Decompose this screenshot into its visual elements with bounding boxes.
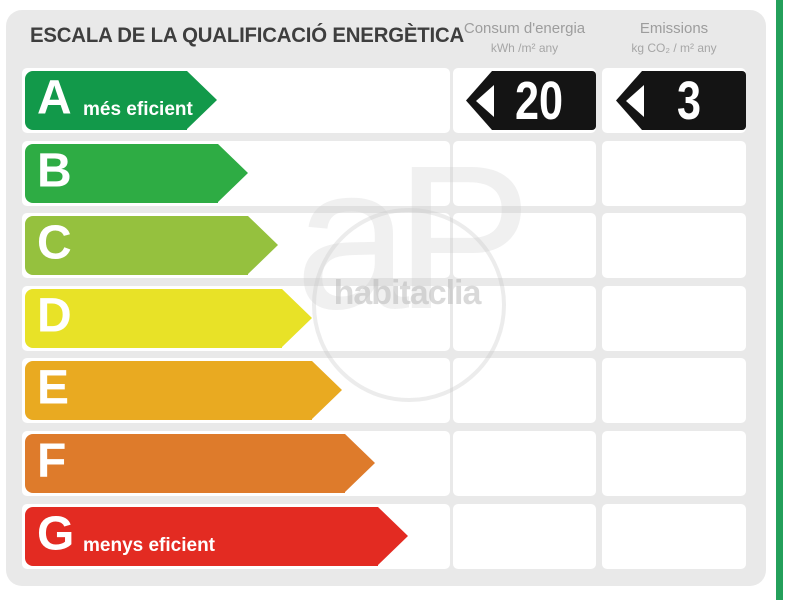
rating-bar-body: F [25, 434, 345, 493]
rating-letter: B [37, 144, 72, 198]
rating-bar-b: B [25, 144, 248, 203]
emissions-cell [602, 141, 746, 206]
rating-letter: G [37, 507, 75, 561]
consumption-cell [453, 213, 596, 278]
rating-bar-body: A més eficient [25, 71, 193, 130]
left-arrow-icon [626, 84, 644, 117]
rating-row-g: G menys eficient [0, 504, 785, 569]
consumption-cell [453, 504, 596, 569]
emissions-cell [602, 431, 746, 496]
green-accent-bar [776, 0, 783, 600]
emissions-header-label: Emissions [639, 20, 709, 37]
rating-bar-a: A més eficient [25, 71, 217, 130]
emissions-cell [602, 286, 746, 351]
rating-bar-body: C [25, 216, 248, 275]
consumption-value: 20 [514, 70, 564, 131]
rating-bar-body: E [25, 361, 312, 420]
consumption-cell [453, 358, 596, 423]
consumption-header-unit: kWh /m² any [490, 40, 559, 55]
rating-bar-tip [312, 361, 342, 419]
rating-row-d: D [0, 286, 785, 351]
rating-bar-body: G menys eficient [25, 507, 378, 566]
rating-row-c: C [0, 213, 785, 278]
emissions-cell [602, 504, 746, 569]
rating-row-f: F [0, 431, 785, 496]
consumption-cell [453, 431, 596, 496]
rating-bar-tip [345, 434, 375, 492]
rating-bar-tip [248, 216, 278, 274]
rating-bar-tip [282, 289, 312, 347]
rating-row-e: E [0, 358, 785, 423]
rating-bar-tip [218, 144, 248, 202]
consumption-column-header: Consum d'energia kWh /m² any [453, 18, 596, 57]
left-arrow-icon [476, 84, 494, 117]
rating-bar-tip [187, 71, 217, 129]
rating-bar-e: E [25, 361, 342, 420]
emissions-header-unit: kg CO₂ / m² any [631, 40, 717, 55]
rating-letter: F [37, 434, 67, 488]
rating-bar-tip [378, 507, 408, 565]
rating-bar-g: G menys eficient [25, 507, 408, 566]
rating-bar-body: D [25, 289, 282, 348]
emissions-cell [602, 213, 746, 278]
consumption-cell [453, 141, 596, 206]
emissions-cell [602, 358, 746, 423]
rating-letter: A [37, 71, 72, 125]
page-title: ESCALA DE LA QUALIFICACIÓ ENERGÈTICA [30, 24, 464, 47]
emissions-value-badge: 3 [616, 71, 746, 130]
rating-suffix: més eficient [83, 99, 193, 120]
rating-bar-c: C [25, 216, 278, 275]
rating-suffix: menys eficient [83, 535, 215, 556]
rating-letter: C [37, 216, 72, 270]
rating-bar-f: F [25, 434, 375, 493]
rating-letter: E [37, 361, 70, 415]
consumption-header-label: Consum d'energia [463, 20, 586, 37]
rating-letter: D [37, 289, 72, 343]
emissions-value: 3 [676, 70, 702, 131]
rating-row-b: B [0, 141, 785, 206]
emissions-column-header: Emissions kg CO₂ / m² any [602, 18, 746, 57]
consumption-cell [453, 286, 596, 351]
rating-bar-d: D [25, 289, 312, 348]
rating-row-a: A més eficient 20 3 [0, 68, 785, 133]
consumption-value-badge: 20 [466, 71, 596, 130]
rating-bar-body: B [25, 144, 218, 203]
